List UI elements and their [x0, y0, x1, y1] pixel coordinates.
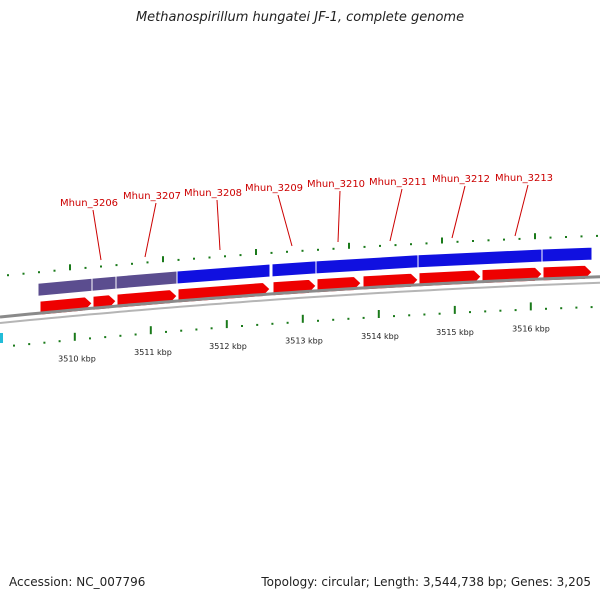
gene-block	[541, 246, 593, 263]
gene-block	[91, 275, 117, 292]
gene-block	[176, 263, 271, 285]
gene-leader-line	[389, 188, 403, 242]
gene-label: Mhun_3209	[245, 183, 303, 194]
forward-gene-track	[37, 246, 593, 297]
gene-leader-line	[92, 209, 102, 261]
kbp-ruler: 3510 kbp 3511 kbp 3512 kbp 3513 kbp 3514 kbp…	[13, 302, 593, 364]
gene-label: Mhun_3212	[432, 174, 490, 185]
gene-block	[417, 248, 543, 269]
gene-block	[37, 277, 93, 297]
ruler-label: 3511 kbp	[134, 348, 172, 357]
adjacent-feature-edge	[0, 333, 3, 343]
genome-backbone	[0, 275, 600, 343]
gene-labels: Mhun_3206 Mhun_3207 Mhun_3208 Mhun_3209 Mhun…	[60, 173, 553, 261]
gene-block	[115, 270, 178, 290]
backbone-line-outer	[0, 275, 600, 319]
top-tick-row	[7, 233, 598, 277]
gene-leader-line	[451, 185, 466, 239]
gene-leader-line	[144, 202, 157, 258]
gene-leader-line	[514, 184, 529, 237]
ruler-label: 3510 kbp	[58, 355, 96, 364]
gene-block	[271, 260, 317, 278]
ruler-label: 3513 kbp	[285, 337, 323, 346]
accession-text: Accession: NC_007796	[9, 575, 146, 589]
gene-label: Mhun_3211	[369, 177, 427, 188]
ruler-label: 3516 kbp	[512, 324, 550, 333]
map-title: Methanospirillum hungatei JF-1, complete…	[135, 10, 465, 25]
ruler-label: 3512 kbp	[209, 342, 247, 351]
gene-label: Mhun_3213	[495, 173, 553, 184]
gene-label: Mhun_3207	[123, 191, 181, 202]
gene-block	[315, 254, 419, 275]
ruler-label: 3515 kbp	[436, 328, 474, 337]
gene-label: Mhun_3210	[307, 179, 365, 190]
gene-label: Mhun_3206	[60, 198, 118, 209]
gene-leader-line	[337, 190, 341, 243]
gene-leader-line	[277, 194, 293, 247]
gene-leader-line	[216, 199, 221, 251]
genome-summary-text: Topology: circular; Length: 3,544,738 bp…	[261, 575, 591, 589]
gene-label: Mhun_3208	[184, 188, 242, 199]
backbone-line-inner	[0, 281, 600, 324]
ruler-label: 3514 kbp	[361, 332, 399, 341]
